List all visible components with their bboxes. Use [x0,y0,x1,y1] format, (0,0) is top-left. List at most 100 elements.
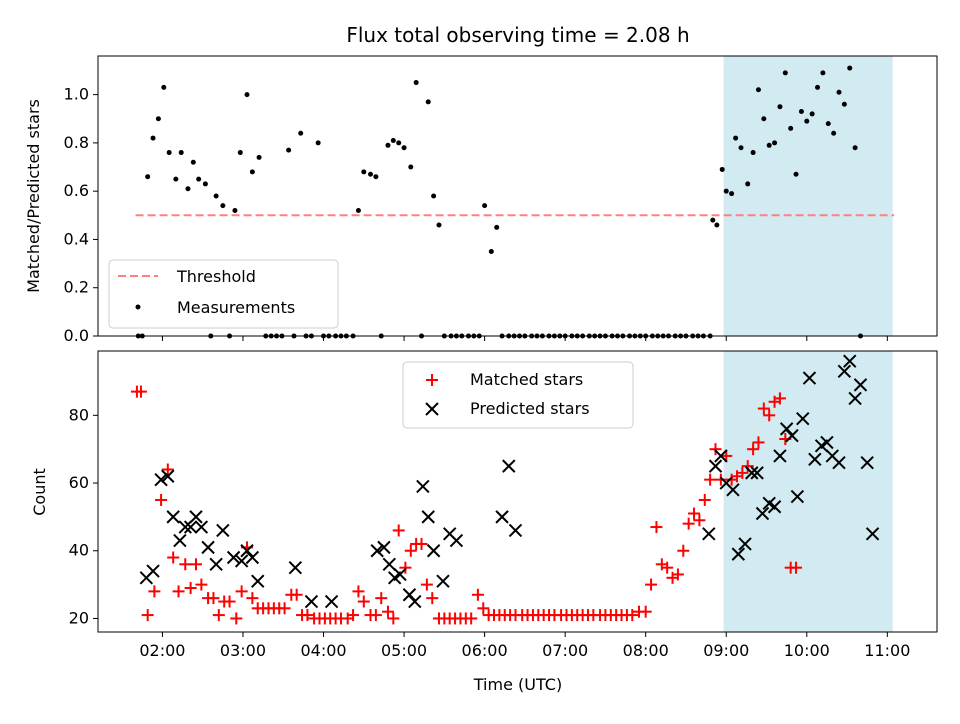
bottom-y-tick-label: 60 [69,473,89,492]
x-tick-label: 07:00 [542,641,588,660]
matched-star-marker [650,521,663,534]
measurement-point [714,222,720,228]
top-highlight-span [723,56,893,336]
bottom-legend-box [402,361,634,429]
measurement-point [847,65,853,71]
matched-star-marker [671,568,684,581]
matched-star-marker [212,609,225,622]
x-tick-label: 04:00 [300,641,346,660]
bottom-x-axis: 02:00 03:00 04:00 05:00 06:00 07:00 08:00 09:00… [139,632,910,660]
x-tick-label: 06:00 [462,641,508,660]
top-y-tick-label: 0.4 [64,229,89,248]
matched-star-marker [141,609,154,622]
measurement-point [804,118,810,124]
bottom-y-tick-label: 20 [69,608,89,627]
measurement-point [185,186,191,192]
measurement-point [436,222,442,228]
predicted-star-marker [426,544,441,558]
measurement-point [161,84,167,90]
matched-star-marker [477,602,490,615]
legend-predicted-label: Predicted stars [470,399,590,418]
predicted-star-marker [234,554,249,568]
predicted-star-marker [370,544,384,558]
measurement-point [166,150,172,156]
matched-star-marker [763,409,776,422]
measurement-point [431,193,437,199]
predicted-star-marker [183,520,198,534]
matched-star-marker [626,609,639,622]
top-panel: 0.0 0.2 0.4 0.6 0.8 1.0 Matched/Predicted sta… [24,55,938,345]
predicted-star-marker [209,557,223,571]
legend-matched-label: Matched stars [470,370,583,389]
measurement-point [249,169,255,175]
matched-star-marker [426,592,439,605]
measurement-point [836,89,842,95]
measurement-point [385,142,391,148]
measurement-point [755,87,761,93]
predicted-star-marker [449,533,464,548]
predicted-star-marker [161,469,175,483]
matched-star-marker [230,612,243,625]
matched-star-marker [184,581,197,594]
predicted-star-marker [785,428,799,443]
matched-star-marker [172,585,185,598]
measurement-point [825,121,831,127]
measurement-point [723,188,729,194]
predicted-star-marker [853,378,868,392]
matched-star-marker [357,595,370,608]
measurement-point [745,181,751,187]
measurement-point [738,145,744,151]
matched-star-marker [148,585,161,598]
matched-star-marker [773,392,786,405]
predicted-star-marker [304,594,319,609]
measurement-point [155,116,161,122]
matched-star-marker [189,558,202,571]
bottom-legend: Matched stars Predicted stars [402,361,634,429]
x-tick-label: 08:00 [623,641,669,660]
measurement-point [232,207,238,213]
measurement-point [788,125,794,131]
measurement-point [777,104,783,110]
matched-star-marker [645,578,658,591]
measurement-point [413,80,419,86]
predicted-star-marker [848,391,862,406]
figure-title: Flux total observing time = 2.08 h [346,23,689,47]
measurement-point [178,150,184,156]
measurement-point [396,140,402,146]
measurement-point [766,142,772,148]
predicted-star-marker [436,574,450,588]
top-legend: Threshold Measurements [108,259,339,329]
measurement-point [719,166,725,172]
matched-star-marker [134,385,147,398]
matched-star-marker [179,558,192,571]
predicted-star-marker [416,479,430,494]
matched-star-markers [130,385,803,625]
matched-star-marker [688,507,701,520]
matched-star-marker [399,561,412,574]
matched-star-marker [757,402,770,415]
predicted-star-marker [324,594,339,609]
predicted-star-marker [773,449,787,463]
top-y-tick-label: 0.6 [64,181,89,200]
predicted-star-marker [702,527,716,541]
matched-star-marker [709,443,722,456]
predicted-star-marker [731,547,746,561]
predicted-star-marker [726,483,740,497]
matched-star-marker [661,561,674,574]
matched-star-marker [639,605,652,618]
predicted-star-marker [393,567,407,582]
measurement-point [150,135,156,141]
measurement-point [482,203,488,209]
measurement-point [401,145,407,151]
legend-measurement-swatch [135,304,141,310]
measurement-point [831,130,837,136]
measurement-point [196,176,202,182]
legend-predicted-swatch [425,402,439,416]
matched-star-marker [387,612,400,625]
measurement-point [793,171,799,177]
top-y-tick-label: 0.0 [64,326,89,345]
measurement-point [244,92,250,98]
predicted-star-marker [767,500,782,514]
predicted-star-marker [750,466,764,480]
